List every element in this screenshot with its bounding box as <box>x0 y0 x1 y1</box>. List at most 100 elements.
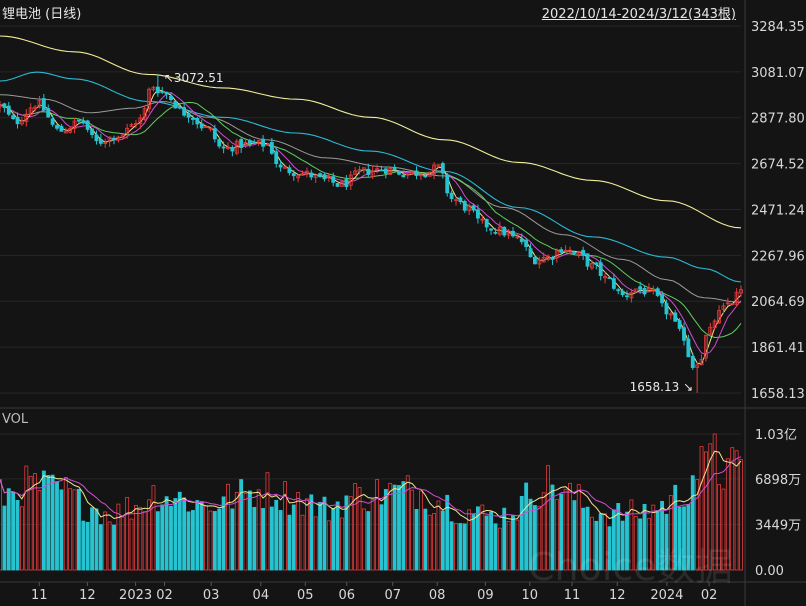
volume-bar <box>252 507 257 571</box>
candle-body <box>107 136 112 143</box>
volume-bar <box>576 484 581 571</box>
volume-bar <box>155 511 160 571</box>
volume-bar <box>177 491 182 571</box>
candle-body <box>454 199 458 202</box>
candle-body <box>344 179 349 187</box>
volume-bar <box>81 520 86 571</box>
volume-bar <box>423 508 428 571</box>
volume-bar <box>383 489 388 571</box>
volume-label: VOL <box>2 412 29 427</box>
volume-bar <box>414 508 419 571</box>
volume-bar <box>673 484 678 571</box>
volume-bar <box>432 513 437 571</box>
volume-bar <box>546 465 551 571</box>
volume-bar <box>725 458 730 571</box>
volume-bar <box>190 510 195 571</box>
volume-bar <box>19 506 24 571</box>
volume-bar <box>458 523 463 571</box>
candle-body <box>11 115 16 120</box>
candle-body <box>388 167 393 175</box>
candle-body <box>397 170 401 175</box>
candle-body <box>269 141 274 154</box>
candle-body <box>690 356 695 368</box>
candle-body <box>133 123 138 125</box>
volume-bar <box>366 511 371 571</box>
volume-bar <box>489 511 494 571</box>
candle-body <box>515 236 520 239</box>
candle-body <box>274 151 279 164</box>
candle-body <box>322 174 327 180</box>
candle-body <box>252 141 257 144</box>
volume-bar <box>454 523 458 571</box>
volume-bar <box>370 499 375 571</box>
time-tick-label: 10 <box>522 588 539 603</box>
candle-body <box>462 201 467 211</box>
volume-bar <box>467 509 472 571</box>
candle-body <box>147 88 152 110</box>
volume-bar <box>418 490 423 571</box>
candle-body <box>598 262 603 277</box>
candle-body <box>471 205 476 211</box>
volume-bar <box>33 473 38 571</box>
volume-bar <box>379 504 384 571</box>
volume-bar <box>287 514 292 571</box>
candle-body <box>475 209 480 219</box>
volume-bar <box>524 482 529 571</box>
candle-body <box>296 175 301 179</box>
price-tick-label: 2267.96 <box>751 249 805 264</box>
volume-bar <box>318 501 323 571</box>
volume-axis: 0.00 3449万 6898万 1.03亿 <box>755 428 801 579</box>
candle-body <box>15 116 20 125</box>
volume-bar <box>440 510 445 571</box>
volume-bar <box>169 505 173 571</box>
volume-bar <box>717 484 722 571</box>
volume-bar <box>147 499 152 571</box>
candle-body <box>256 140 261 143</box>
candle-body <box>28 107 33 115</box>
volume-bar <box>511 514 515 571</box>
volume-bar <box>283 481 287 571</box>
candle-body <box>511 230 515 237</box>
candle-body <box>221 146 226 149</box>
candle-body <box>265 143 270 146</box>
candle-body <box>155 86 160 94</box>
candle-body <box>190 117 195 120</box>
volume-bar <box>515 519 520 571</box>
candle-body <box>436 164 441 167</box>
candle-body <box>125 127 130 134</box>
candle-body <box>405 173 410 176</box>
candle-body <box>68 127 73 133</box>
volume-bar <box>41 470 46 571</box>
candle-body <box>493 231 498 234</box>
volume-bar <box>195 500 200 571</box>
volume-bar <box>572 500 577 571</box>
candle-body <box>546 255 551 260</box>
candle-body <box>348 174 353 186</box>
date-range[interactable]: 2022/10/14-2024/3/12(343根) <box>541 7 736 22</box>
candle-body <box>63 130 68 134</box>
candle-body <box>313 174 318 178</box>
candle-body <box>129 124 134 128</box>
volume-bar <box>620 520 625 571</box>
candle-body <box>370 170 375 177</box>
high-annotation: ↖3072.51 <box>164 71 224 85</box>
candle-body <box>186 113 191 118</box>
volume-bar <box>217 508 222 571</box>
candle-body <box>41 98 46 111</box>
volume-bar <box>528 498 533 571</box>
volume-tick-label: 6898万 <box>755 473 801 488</box>
annotations: ↖3072.51 1658.13 ↘ <box>164 71 693 394</box>
candle-body <box>427 171 432 177</box>
volume-bar <box>112 524 116 571</box>
volume-bar <box>90 507 95 571</box>
candle-body <box>85 120 90 130</box>
candle-body <box>655 288 660 296</box>
time-tick-label: 03 <box>203 588 220 603</box>
volume-bar <box>76 488 81 571</box>
volume-ma5-line <box>0 450 742 522</box>
candle-body <box>703 334 708 359</box>
volume-bar <box>708 443 713 571</box>
candlesticks <box>0 73 743 393</box>
